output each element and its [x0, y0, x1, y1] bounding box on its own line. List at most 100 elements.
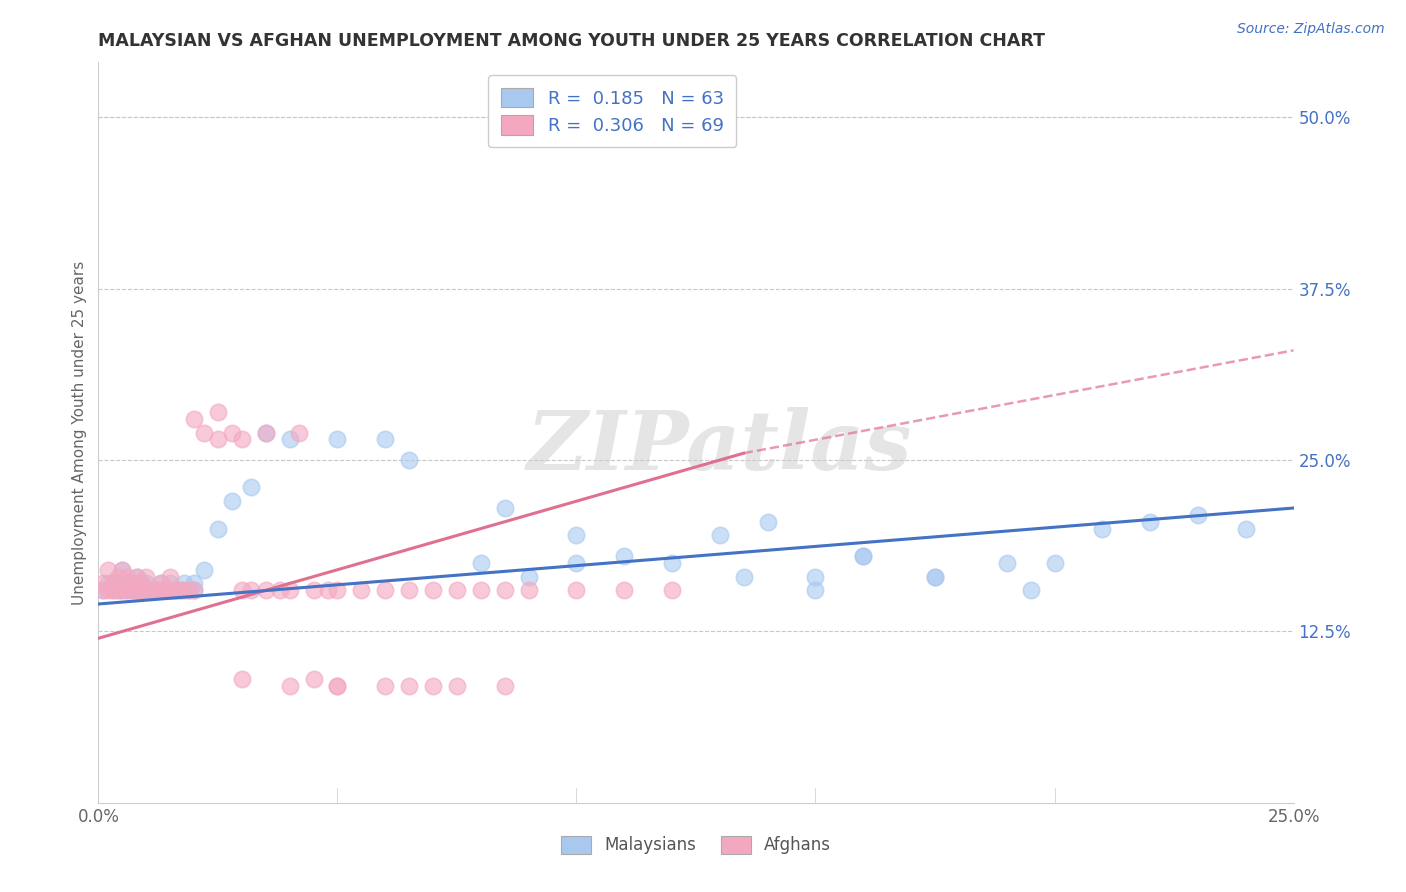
Point	[470, 583, 492, 598]
Point	[207, 405, 229, 419]
Point	[231, 433, 253, 447]
Point	[155, 583, 177, 598]
Point	[517, 569, 540, 583]
Point	[135, 583, 157, 598]
Point	[852, 549, 875, 563]
Point	[207, 522, 229, 536]
Point	[193, 425, 215, 440]
Point	[733, 569, 755, 583]
Point	[254, 425, 277, 440]
Point	[661, 556, 683, 570]
Point	[111, 563, 134, 577]
Point	[101, 583, 124, 598]
Point	[350, 583, 373, 598]
Point	[163, 583, 186, 598]
Point	[183, 583, 205, 598]
Point	[804, 583, 827, 598]
Point	[565, 556, 588, 570]
Point	[1187, 508, 1209, 522]
Point	[149, 576, 172, 591]
Point	[145, 583, 167, 598]
Point	[107, 583, 129, 598]
Point	[326, 679, 349, 693]
Point	[924, 569, 946, 583]
Point	[135, 576, 157, 591]
Point	[135, 583, 157, 598]
Point	[125, 569, 148, 583]
Point	[179, 583, 201, 598]
Point	[145, 583, 167, 598]
Text: ZIPatlas: ZIPatlas	[527, 408, 912, 487]
Point	[374, 433, 396, 447]
Point	[221, 494, 243, 508]
Point	[115, 569, 138, 583]
Text: Source: ZipAtlas.com: Source: ZipAtlas.com	[1237, 22, 1385, 37]
Point	[1139, 515, 1161, 529]
Point	[756, 515, 779, 529]
Point	[91, 576, 114, 591]
Point	[183, 583, 205, 598]
Point	[131, 576, 153, 591]
Point	[107, 583, 129, 598]
Point	[374, 583, 396, 598]
Point	[149, 576, 172, 591]
Point	[326, 433, 349, 447]
Point	[101, 583, 124, 598]
Point	[159, 583, 181, 598]
Point	[169, 583, 191, 598]
Point	[326, 679, 349, 693]
Point	[159, 576, 181, 591]
Point	[159, 569, 181, 583]
Point	[446, 679, 468, 693]
Point	[121, 576, 143, 591]
Point	[1234, 522, 1257, 536]
Point	[302, 583, 325, 598]
Point	[221, 425, 243, 440]
Point	[374, 679, 396, 693]
Point	[207, 433, 229, 447]
Point	[924, 569, 946, 583]
Point	[709, 528, 731, 542]
Point	[470, 556, 492, 570]
Point	[155, 583, 177, 598]
Point	[121, 583, 143, 598]
Point	[169, 583, 191, 598]
Point	[101, 576, 124, 591]
Point	[269, 583, 291, 598]
Point	[163, 583, 186, 598]
Point	[398, 583, 420, 598]
Point	[115, 576, 138, 591]
Point	[111, 583, 134, 598]
Point	[139, 583, 162, 598]
Point	[121, 576, 143, 591]
Point	[278, 433, 301, 447]
Point	[288, 425, 311, 440]
Point	[613, 549, 636, 563]
Point	[183, 576, 205, 591]
Point	[231, 673, 253, 687]
Point	[131, 583, 153, 598]
Point	[107, 569, 129, 583]
Point	[1043, 556, 1066, 570]
Point	[149, 583, 172, 598]
Point	[446, 583, 468, 598]
Point	[494, 501, 516, 516]
Point	[91, 583, 114, 598]
Point	[302, 673, 325, 687]
Point	[173, 583, 195, 598]
Point	[121, 583, 143, 598]
Point	[107, 576, 129, 591]
Point	[97, 576, 120, 591]
Point	[661, 583, 683, 598]
Point	[183, 412, 205, 426]
Point	[278, 583, 301, 598]
Point	[125, 583, 148, 598]
Point	[422, 679, 444, 693]
Point	[173, 576, 195, 591]
Point	[254, 425, 277, 440]
Point	[804, 569, 827, 583]
Point	[494, 679, 516, 693]
Point	[1019, 583, 1042, 598]
Point	[254, 583, 277, 598]
Point	[131, 583, 153, 598]
